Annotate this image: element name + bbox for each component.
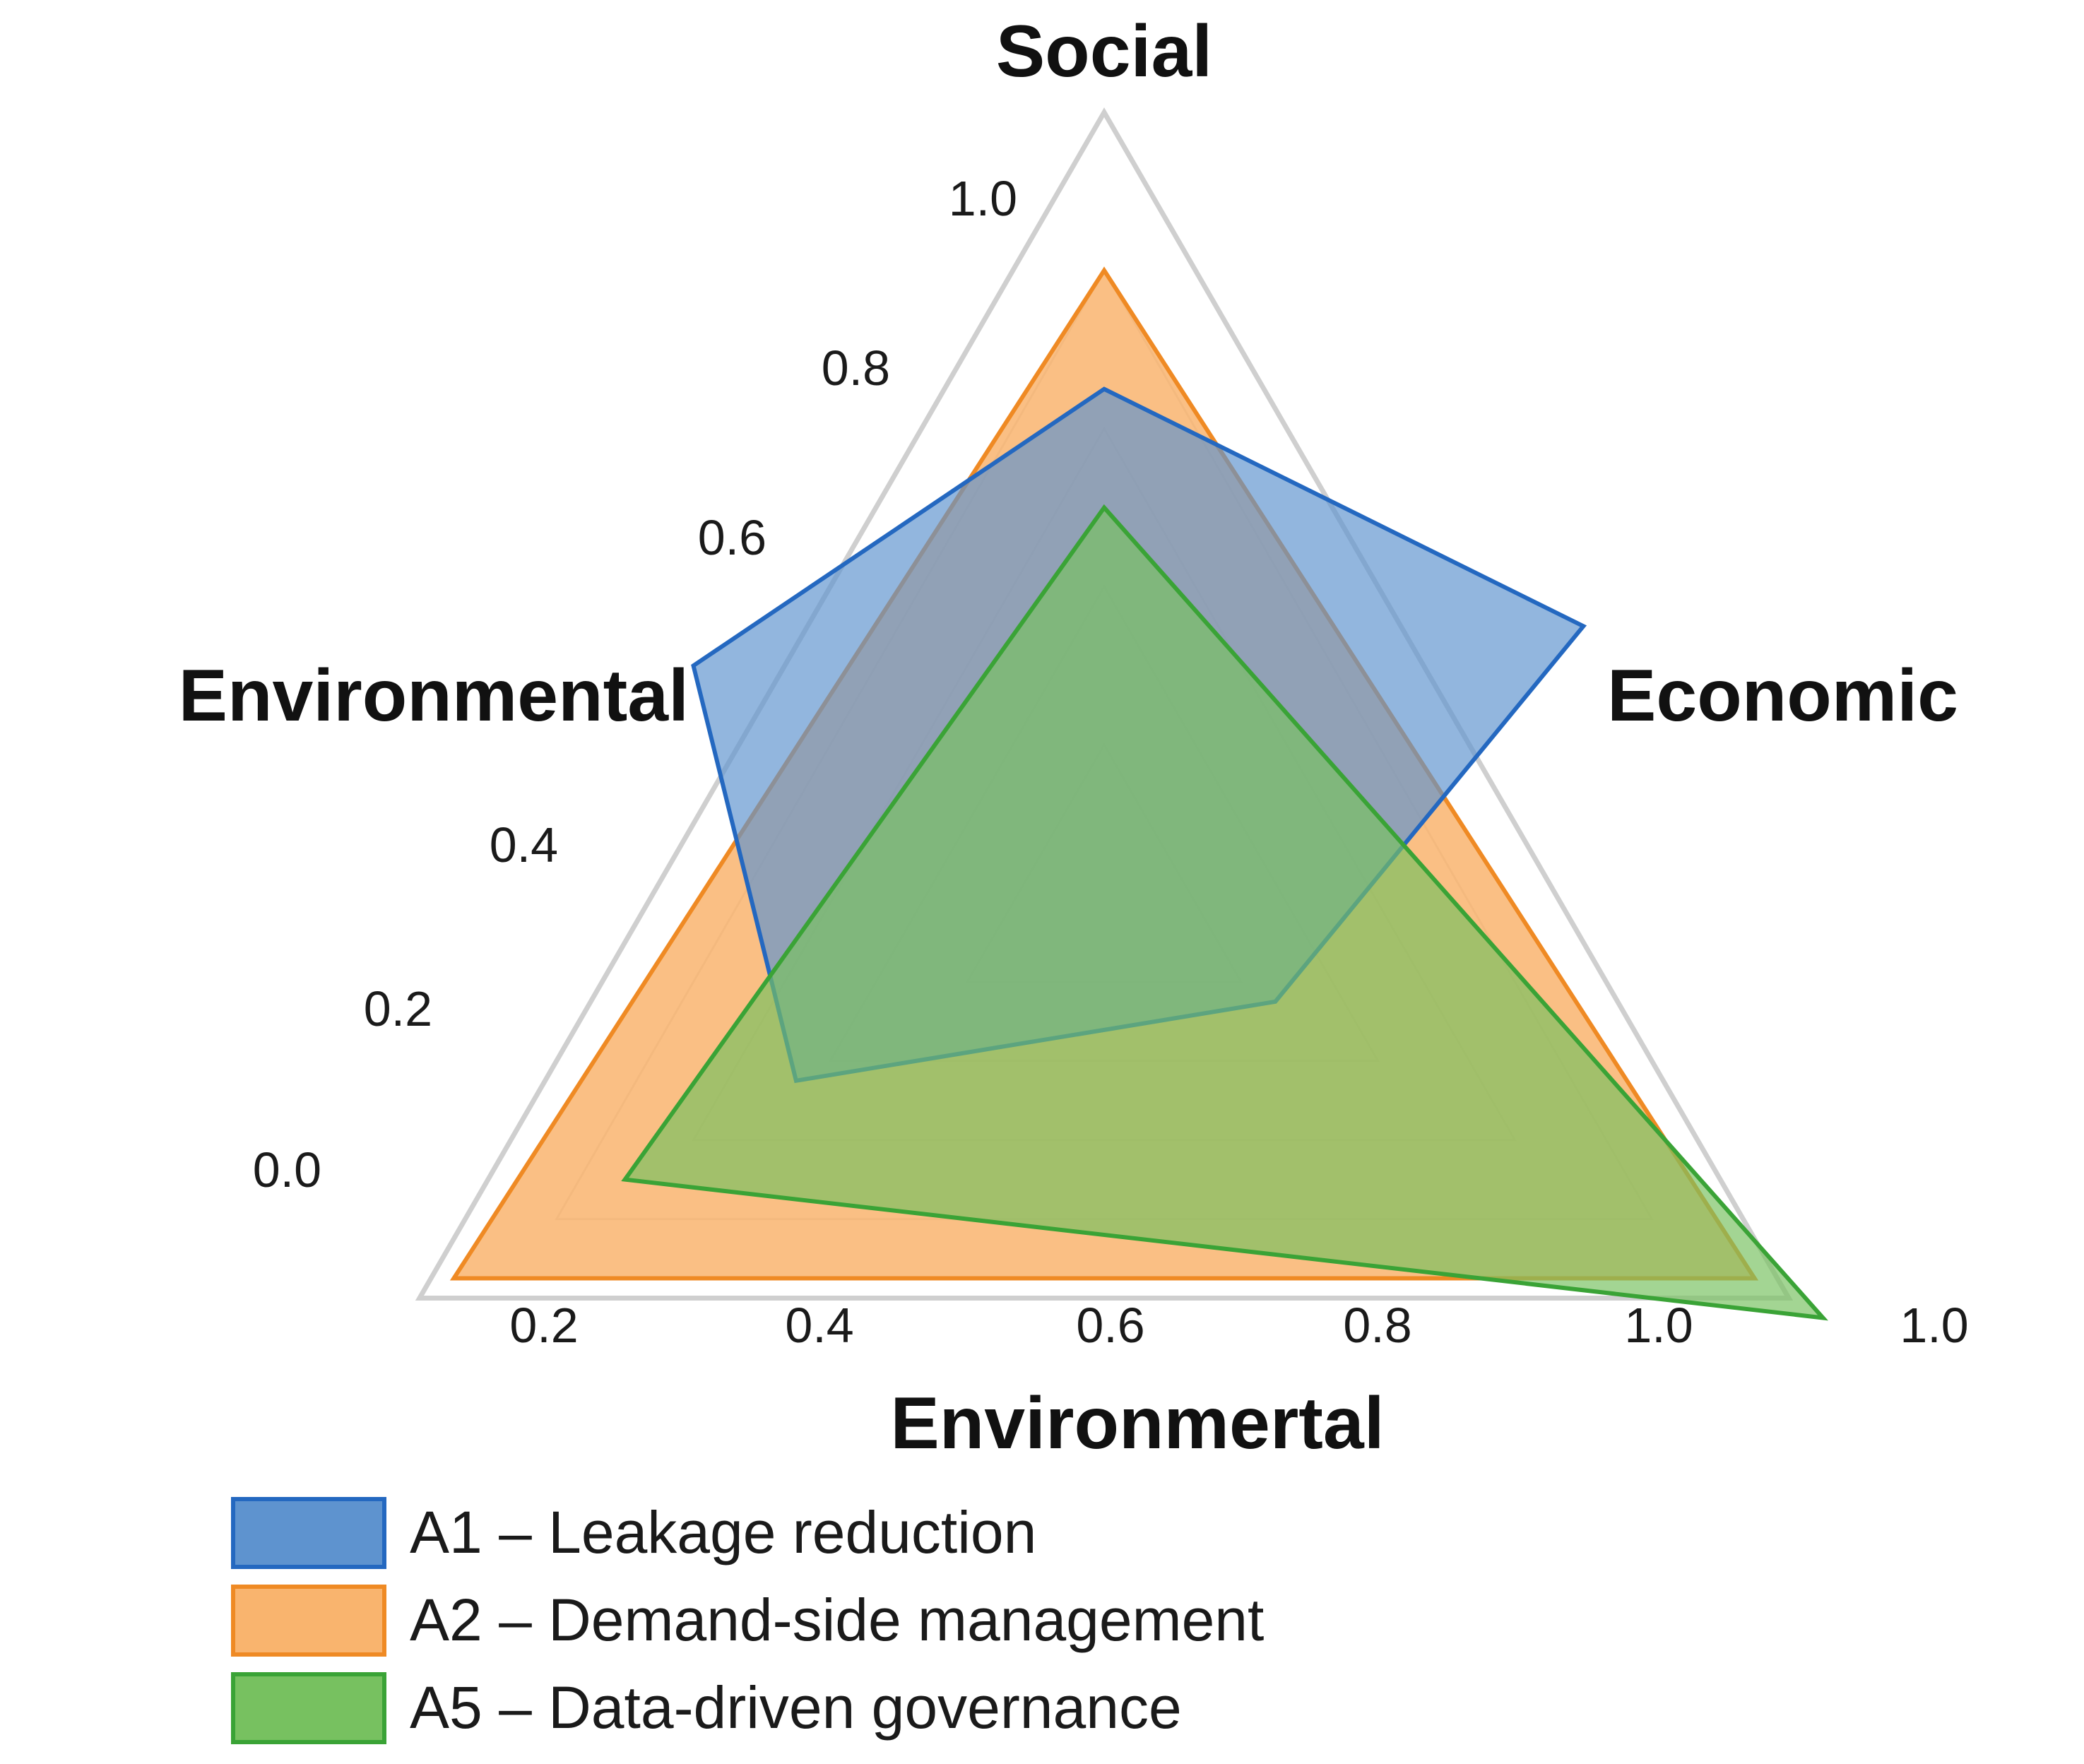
- bottom-tick-label: 0.2: [509, 1298, 578, 1353]
- legend-label-a2: A2 – Demand-side management: [410, 1587, 1264, 1653]
- legend-swatch-a1: [231, 1497, 386, 1569]
- legend: A1 – Leakage reduction A2 – Demand-side …: [231, 1497, 1264, 1744]
- bottom-tick-label: 1.0: [1900, 1298, 1968, 1353]
- legend-swatch-a2: [231, 1585, 386, 1657]
- axis-title-right: Economic: [1607, 655, 1958, 737]
- left-tick-label: 0.0: [253, 1142, 321, 1197]
- left-tick-label: 0.6: [698, 510, 766, 565]
- legend-label-a1: A1 – Leakage reduction: [410, 1499, 1036, 1565]
- left-tick-label: 1.0: [949, 171, 1017, 226]
- left-tick-label: 0.8: [822, 341, 890, 396]
- series-polygon-2: [621, 504, 1828, 1321]
- series-group: [449, 266, 1828, 1321]
- bottom-tick-label: 0.4: [785, 1298, 853, 1353]
- legend-swatch-a5: [231, 1672, 386, 1744]
- axis-title-bottom: Environmertal: [890, 1383, 1384, 1464]
- axis-title-top: Social: [996, 11, 1212, 93]
- axis-title-left: Environmental: [179, 655, 689, 737]
- bottom-tick-label: 1.0: [1624, 1298, 1693, 1353]
- left-tick-label: 0.4: [490, 817, 558, 872]
- bottom-tick-label: 0.6: [1076, 1298, 1144, 1353]
- left-tick-label: 0.2: [364, 981, 432, 1036]
- bottom-tick-label: 0.8: [1343, 1298, 1411, 1353]
- legend-label-a5: A5 – Data-driven governance: [410, 1674, 1182, 1741]
